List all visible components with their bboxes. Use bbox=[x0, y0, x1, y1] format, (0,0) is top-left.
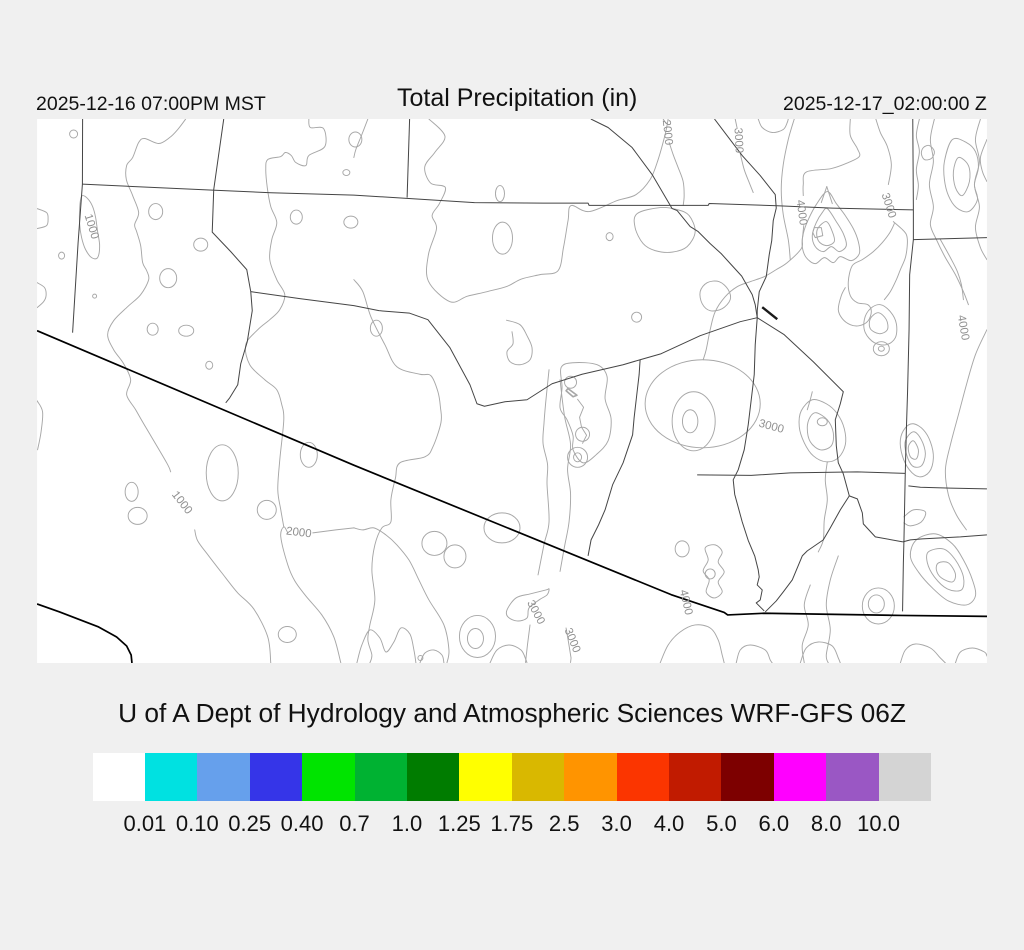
svg-text:2000: 2000 bbox=[285, 525, 312, 540]
svg-text:3000: 3000 bbox=[731, 127, 744, 153]
svg-text:4000: 4000 bbox=[677, 589, 694, 617]
svg-text:2000: 2000 bbox=[660, 119, 675, 146]
svg-text:4000: 4000 bbox=[955, 314, 971, 341]
svg-text:4000: 4000 bbox=[793, 199, 808, 226]
